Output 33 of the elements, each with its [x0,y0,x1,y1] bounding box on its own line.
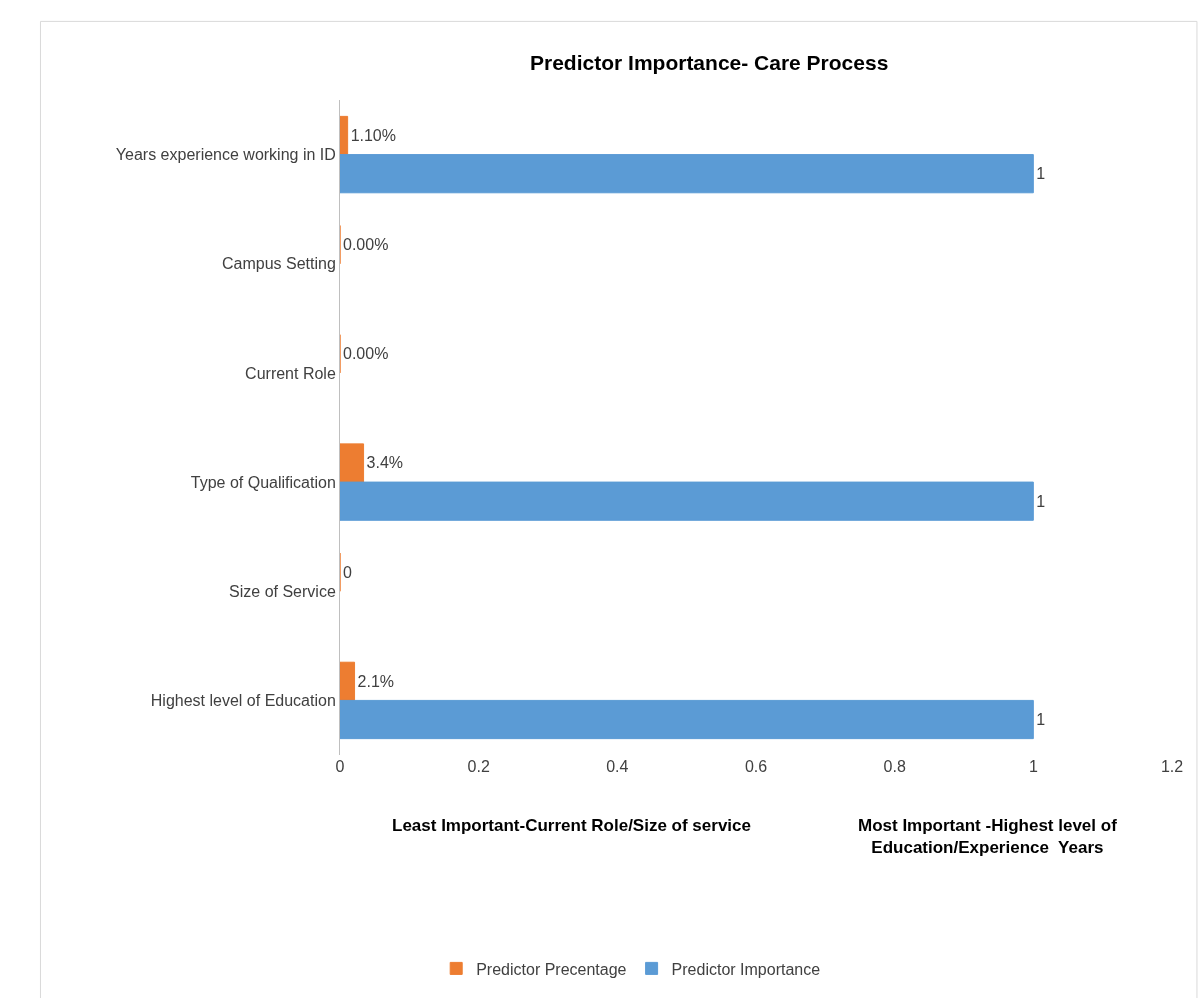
data-label: 0.00% [343,236,389,254]
bar [340,443,365,483]
text: Most Important -Highest level of Education/Experience Years [858,816,1118,858]
x-tick-label: 1 [1028,758,1038,775]
bar [340,154,1034,194]
x-tick-label: 0.2 [467,758,490,775]
y-tick-label: Current Role [245,364,336,382]
x-tick-label: 0.6 [744,758,768,775]
bar [340,481,1034,521]
x-tick-label: 0.8 [883,758,906,775]
data-label: 0 [343,563,352,581]
data-label: 0.00% [343,345,389,363]
x-tick-label: 1.2 [1160,758,1184,775]
legend-label: Predictor Importance [671,960,821,978]
data-label: 2.1% [357,672,395,690]
bar [340,699,1034,740]
y-tick-label: Campus Setting [221,255,336,273]
data-label: 1.10% [350,126,397,144]
data-label: 1 [1036,165,1046,183]
y-tick-label: Years experience working in ID [115,146,336,164]
text: Least Important-Current Role/Size of service [392,816,751,835]
x-tick-label: 0 [335,758,345,775]
data-label: 1 [1036,492,1046,510]
legend-label: Predictor Precentage [476,960,627,978]
x-tick-label: 0.4 [606,758,629,775]
y-tick-label: Size of Service [229,582,336,600]
bar [340,661,356,701]
data-label: 1 [1036,711,1046,729]
bar [340,115,349,156]
y-tick-label: Highest level of Education [150,692,336,710]
y-tick-label: Type of Qualification [190,473,336,491]
chart-title: Predictor Importance- Care Process [530,50,889,74]
data-label: 3.4% [366,454,404,472]
